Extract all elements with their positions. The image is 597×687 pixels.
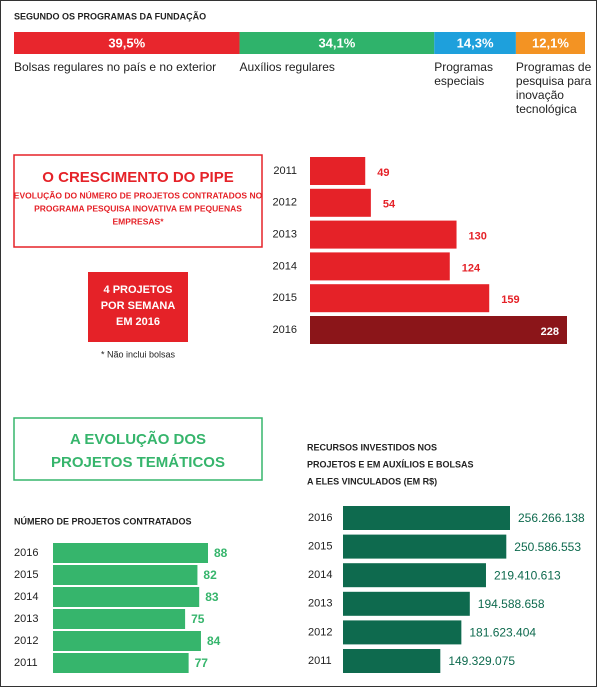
value-label: 250.586.553 xyxy=(514,540,581,554)
title-box xyxy=(13,154,263,248)
y-tick-label: 2011 xyxy=(308,655,332,667)
value-label: 77 xyxy=(195,656,209,670)
bar xyxy=(343,506,510,530)
bar xyxy=(310,220,457,249)
bar xyxy=(53,653,189,673)
heading: A EVOLUÇÃO DOS xyxy=(70,430,206,448)
callout-text: 4 PROJETOS xyxy=(104,284,173,296)
bar xyxy=(310,316,567,344)
y-tick-label: 2016 xyxy=(308,512,332,524)
value-label: 39,5% xyxy=(108,35,145,50)
value-label: 75 xyxy=(191,612,205,626)
y-tick-label: 2016 xyxy=(273,324,297,336)
value-label: 194.588.658 xyxy=(478,597,545,611)
y-tick-label: 2014 xyxy=(308,569,332,581)
y-tick-label: 2015 xyxy=(14,569,38,581)
y-tick-label: 2014 xyxy=(14,591,38,603)
value-label: 130 xyxy=(469,231,487,243)
bar-segment xyxy=(14,32,240,54)
value-label: 34,1% xyxy=(318,35,355,50)
bar xyxy=(53,587,200,607)
callout-text: EM 2016 xyxy=(116,316,160,328)
value-label: 219.410.613 xyxy=(494,568,561,582)
y-tick-label: 2013 xyxy=(14,613,38,625)
bar xyxy=(343,591,470,616)
bar xyxy=(310,188,371,217)
y-tick-label: 2016 xyxy=(14,547,38,559)
subtitle: EMPRESAS* xyxy=(112,216,164,226)
bar-segment xyxy=(239,32,435,54)
bar xyxy=(343,620,462,645)
y-tick-label: 2013 xyxy=(308,598,332,610)
value-label: 88 xyxy=(214,546,228,560)
value-label: 84 xyxy=(207,634,221,648)
value-label: 256.266.138 xyxy=(518,511,585,525)
y-tick-label: 2014 xyxy=(273,260,297,272)
legend-label: Auxílios regulares xyxy=(239,60,335,74)
bar xyxy=(310,284,490,313)
value-label: 14,3% xyxy=(457,35,494,50)
y-tick-label: 2012 xyxy=(308,626,332,638)
y-tick-label: 2013 xyxy=(273,229,297,241)
value-label: 12,1% xyxy=(532,35,569,50)
value-label: 124 xyxy=(462,262,481,274)
subtitle: EVOLUÇÃO DO NÚMERO DE PROJETOS CONTRATAD… xyxy=(14,189,263,200)
value-label: 228 xyxy=(541,326,559,338)
bar xyxy=(53,565,198,585)
note: * Não inclui bolsas xyxy=(101,349,176,359)
bar xyxy=(53,543,208,563)
chart-title: O CRESCIMENTO DO PIPE xyxy=(42,169,233,186)
bar xyxy=(53,631,201,651)
value-label: 149.329.075 xyxy=(448,654,515,668)
bar xyxy=(343,563,486,588)
value-label: 181.623.404 xyxy=(469,626,536,640)
y-tick-label: 2011 xyxy=(273,165,297,177)
chart-title: PROJETOS E EM AUXÍLIOS E BOLSAS xyxy=(307,459,474,469)
legend-label: Bolsas regulares no país e no exterior xyxy=(14,60,217,74)
bar xyxy=(343,649,441,673)
value-label: 82 xyxy=(203,568,217,582)
chart-title: RECURSOS INVESTIDOS NOS xyxy=(307,442,437,452)
chart-title: A ELES VINCULADOS (EM R$) xyxy=(307,476,437,486)
bar xyxy=(53,609,186,629)
heading: PROJETOS TEMÁTICOS xyxy=(51,454,225,471)
chart-title: SEGUNDO OS PROGRAMAS DA FUNDAÇÃO xyxy=(14,11,206,21)
value-label: 83 xyxy=(205,590,219,604)
y-tick-label: 2011 xyxy=(14,657,38,669)
bar-segment xyxy=(434,32,516,54)
subtitle: PROGRAMA PESQUISA INOVATIVA EM PEQUENAS xyxy=(34,203,242,213)
bar-segment xyxy=(515,32,585,54)
y-tick-label: 2012 xyxy=(273,197,297,209)
y-tick-label: 2015 xyxy=(273,292,297,304)
bar xyxy=(310,252,450,281)
value-label: 159 xyxy=(501,294,519,306)
value-label: 49 xyxy=(377,167,389,179)
y-tick-label: 2012 xyxy=(14,635,38,647)
legend-label: Programas de pesquisa para inovação tecn… xyxy=(515,60,592,116)
bar xyxy=(343,534,507,559)
legend-label: Programas especiais xyxy=(434,60,493,88)
value-label: 54 xyxy=(383,199,396,211)
y-tick-label: 2015 xyxy=(308,541,332,553)
callout-text: POR SEMANA xyxy=(101,300,176,312)
chart-title: NÚMERO DE PROJETOS CONTRATADOS xyxy=(14,515,192,526)
callout-box xyxy=(88,272,188,342)
heading-box xyxy=(13,417,263,481)
bar xyxy=(310,157,366,185)
